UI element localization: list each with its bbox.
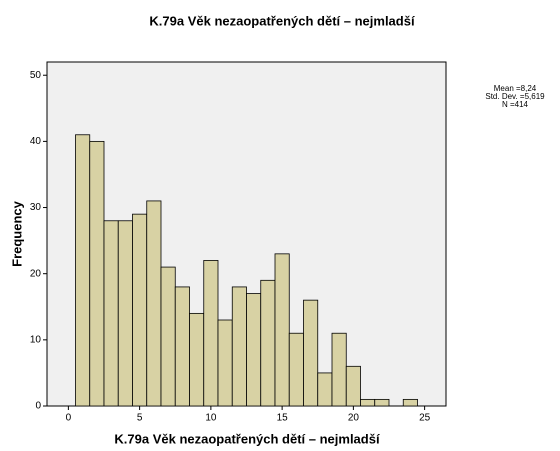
bar xyxy=(317,372,333,407)
y-tick-label: 30 xyxy=(30,202,42,213)
stat-annotation: N =414 xyxy=(502,100,529,109)
bar xyxy=(231,286,247,407)
bar xyxy=(203,260,219,407)
x-tick-label: 0 xyxy=(66,413,72,424)
x-tick-label: 10 xyxy=(205,413,217,424)
y-tick-label: 10 xyxy=(30,334,42,345)
bar xyxy=(274,253,290,407)
bar xyxy=(260,279,276,407)
stat-annotation: Std. Dev. =5,619 xyxy=(485,92,545,101)
bar xyxy=(174,286,190,407)
x-tick-label: 20 xyxy=(348,413,360,424)
y-tick-label: 20 xyxy=(30,268,42,279)
bar xyxy=(189,312,205,407)
bar xyxy=(89,140,105,407)
bar xyxy=(402,398,418,407)
bar xyxy=(374,398,390,407)
y-tick-label: 50 xyxy=(30,70,42,81)
x-axis-label: K.79a Věk nezaopatřených dětí – nejmladš… xyxy=(114,431,380,446)
bar xyxy=(246,293,262,407)
y-tick-label: 0 xyxy=(35,401,41,412)
bar xyxy=(331,332,347,407)
bar xyxy=(146,200,162,407)
y-tick-label: 40 xyxy=(30,136,42,147)
bar xyxy=(345,365,361,407)
bar xyxy=(103,220,119,407)
bar xyxy=(75,134,91,407)
bar xyxy=(360,398,376,407)
stat-annotation: Mean =8,24 xyxy=(494,84,537,93)
x-tick-label: 5 xyxy=(137,413,143,424)
bar xyxy=(217,319,233,407)
y-axis-label: Frequency xyxy=(9,200,24,267)
bar xyxy=(132,213,148,407)
bar xyxy=(288,332,304,407)
bar xyxy=(160,266,176,407)
x-tick-label: 25 xyxy=(419,413,431,424)
chart-title: K.79a Věk nezaopatřených dětí – nejmladš… xyxy=(149,13,415,28)
bar xyxy=(117,220,133,407)
bar xyxy=(303,299,319,407)
x-tick-label: 15 xyxy=(277,413,289,424)
